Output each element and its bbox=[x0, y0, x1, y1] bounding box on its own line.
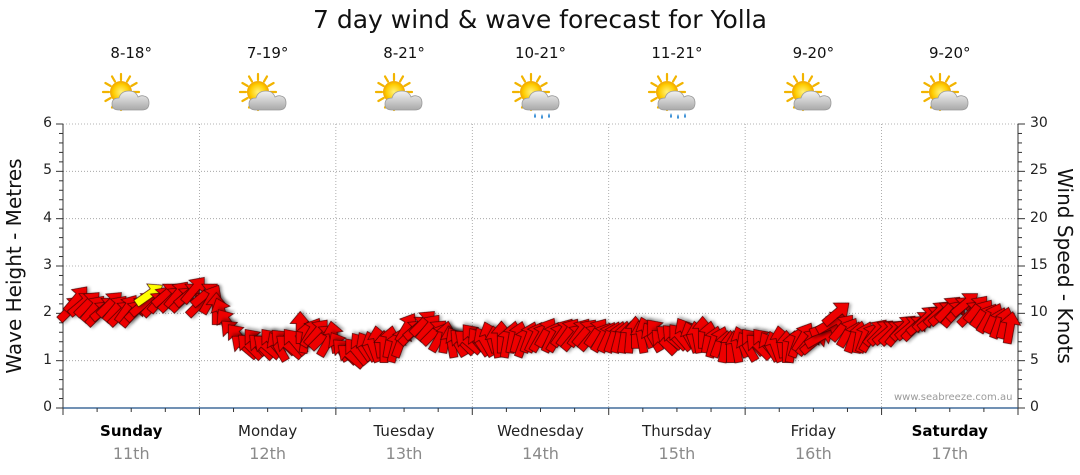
wind-arrow bbox=[821, 302, 850, 328]
day-name-label: Saturday bbox=[911, 422, 988, 440]
day-name-label: Friday bbox=[790, 422, 837, 440]
sun-cloud-rain-icon bbox=[511, 72, 571, 124]
watermark-text: www.seabreeze.com.au bbox=[894, 392, 1013, 403]
left-tick-label: 1 bbox=[43, 351, 52, 368]
sun-cloud-icon bbox=[783, 72, 843, 124]
right-tick-label: 10 bbox=[1030, 304, 1048, 321]
left-tick-label: 2 bbox=[43, 304, 52, 321]
day-date-label: 14th bbox=[522, 444, 559, 463]
left-tick-label: 6 bbox=[43, 115, 52, 131]
day-name-label: Monday bbox=[238, 422, 298, 440]
right-axis-label: Wind Speed - Knots bbox=[1053, 168, 1077, 364]
left-tick-label: 5 bbox=[43, 162, 52, 179]
temperature-label: 10-21° bbox=[514, 44, 567, 62]
sun-cloud-icon bbox=[101, 72, 161, 124]
wind-arrow bbox=[1000, 311, 1022, 345]
right-tick-label: 25 bbox=[1030, 162, 1048, 179]
temperature-label: 8-21° bbox=[383, 44, 425, 62]
day-date-label: 12th bbox=[249, 444, 287, 463]
left-tick-label: 3 bbox=[43, 257, 52, 273]
day-name-label: Wednesday bbox=[497, 422, 584, 440]
day-name-label: Sunday bbox=[100, 422, 163, 440]
day-date-label: 11th bbox=[112, 444, 150, 463]
right-tick-label: 30 bbox=[1030, 115, 1048, 131]
sun-cloud-icon bbox=[374, 72, 434, 124]
right-tick-label: 20 bbox=[1030, 209, 1048, 226]
sun-cloud-icon bbox=[238, 72, 298, 124]
temperature-label: 7-19° bbox=[246, 44, 289, 62]
right-tick-label: 0 bbox=[1030, 399, 1039, 415]
day-date-label: 16th bbox=[794, 444, 832, 463]
day-name-label: Thursday bbox=[642, 422, 712, 440]
chart-title: 7 day wind & wave forecast for Yolla bbox=[313, 5, 767, 34]
temperature-label: 11-21° bbox=[651, 44, 703, 62]
wind-arrow-series bbox=[56, 277, 1022, 370]
day-date-label: 17th bbox=[931, 444, 969, 463]
sun-cloud-rain-icon bbox=[647, 72, 707, 124]
axes bbox=[56, 123, 1025, 415]
temperature-label: 9-20° bbox=[929, 44, 971, 62]
left-axis-label: Wave Height - Metres bbox=[2, 158, 26, 374]
temperature-label: 9-20° bbox=[792, 44, 835, 62]
right-tick-label: 15 bbox=[1030, 257, 1048, 273]
right-tick-label: 5 bbox=[1030, 351, 1039, 368]
sun-cloud-icon bbox=[920, 72, 980, 124]
grid-lines bbox=[63, 123, 1018, 408]
left-tick-label: 0 bbox=[43, 399, 52, 415]
day-name-label: Tuesday bbox=[373, 422, 435, 440]
temperature-label: 8-18° bbox=[110, 44, 152, 62]
left-tick-label: 4 bbox=[43, 209, 52, 226]
day-date-label: 15th bbox=[658, 444, 696, 463]
day-date-label: 13th bbox=[385, 444, 423, 463]
